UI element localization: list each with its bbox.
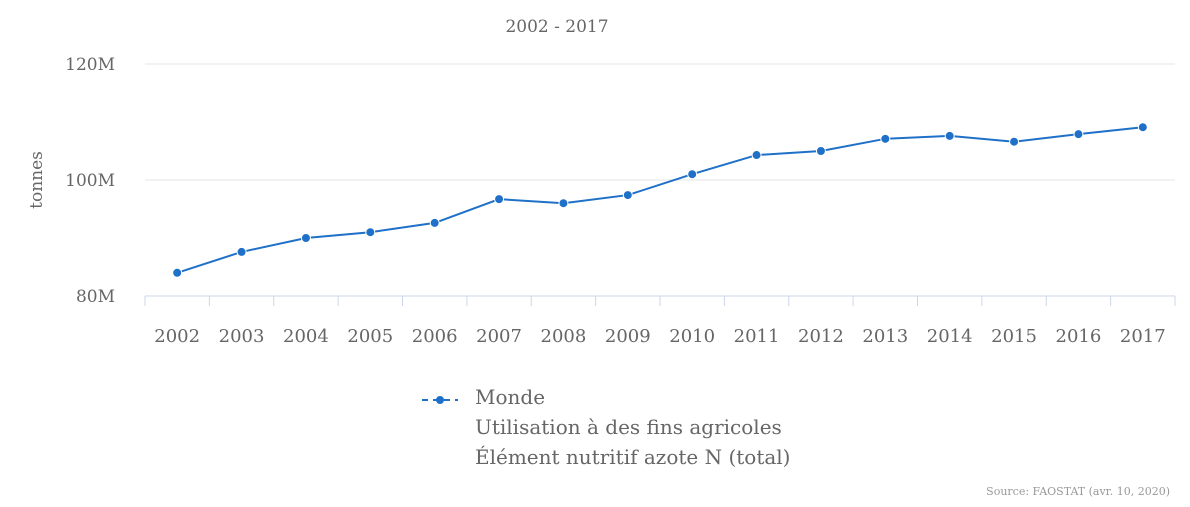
source-credit: Source: FAOSTAT (avr. 10, 2020) bbox=[986, 485, 1170, 498]
data-point bbox=[1073, 129, 1084, 140]
x-tick-label: 2012 bbox=[798, 326, 844, 347]
series-line bbox=[176, 126, 1143, 274]
data-point bbox=[880, 133, 891, 144]
x-tick-label: 2008 bbox=[541, 326, 587, 347]
data-point bbox=[622, 190, 633, 201]
x-tick-label: 2002 bbox=[154, 326, 200, 347]
x-tick-label: 2007 bbox=[476, 326, 522, 347]
data-point bbox=[172, 267, 183, 278]
x-tick-label: 2017 bbox=[1120, 326, 1166, 347]
x-tick-label: 2009 bbox=[605, 326, 651, 347]
x-tick-label: 2005 bbox=[347, 326, 393, 347]
x-tick-label: 2006 bbox=[412, 326, 458, 347]
y-tick-label: 120M bbox=[65, 55, 115, 75]
legend-line-3: Élément nutritif azote N (total) bbox=[475, 445, 791, 469]
legend-item-monde[interactable]: Monde Utilisation à des fins agricoles É… bbox=[422, 382, 791, 472]
data-point bbox=[558, 198, 569, 209]
data-point bbox=[1009, 136, 1020, 147]
y-axis-label: tonnes bbox=[27, 151, 47, 209]
data-point bbox=[815, 146, 826, 156]
data-point bbox=[300, 233, 311, 243]
data-point bbox=[687, 169, 698, 180]
data-point bbox=[944, 130, 955, 141]
x-tick-label: 2014 bbox=[927, 326, 973, 347]
data-point bbox=[751, 150, 762, 161]
data-point bbox=[429, 217, 440, 228]
x-tick-label: 2011 bbox=[734, 326, 780, 347]
x-tick-label: 2004 bbox=[283, 326, 329, 347]
data-point bbox=[236, 246, 247, 257]
x-tick-label: 2015 bbox=[991, 326, 1037, 347]
legend-line-1: Monde bbox=[475, 385, 546, 409]
legend-symbol-icon bbox=[422, 396, 458, 404]
x-tick-label: 2003 bbox=[219, 326, 265, 347]
y-tick-label: 100M bbox=[65, 171, 115, 191]
legend-line-2: Utilisation à des fins agricoles bbox=[475, 415, 782, 439]
data-point bbox=[365, 227, 376, 238]
chart-subtitle: 2002 - 2017 bbox=[505, 17, 609, 37]
x-tick-label: 2013 bbox=[862, 326, 908, 347]
y-tick-label: 80M bbox=[76, 287, 115, 307]
data-point bbox=[494, 194, 505, 205]
data-point bbox=[1137, 122, 1148, 133]
x-tick-label: 2016 bbox=[1056, 326, 1102, 347]
x-tick-label: 2010 bbox=[669, 326, 715, 347]
